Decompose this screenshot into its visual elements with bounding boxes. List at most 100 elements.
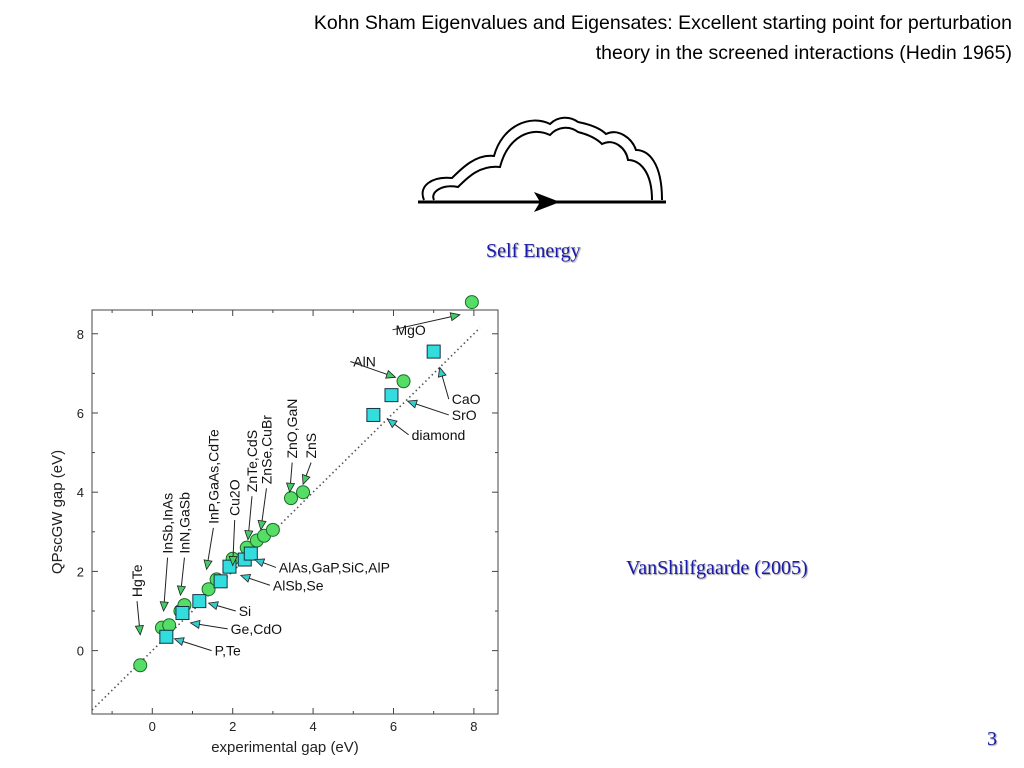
data-point-circle [296,485,311,500]
annotation-arrow-shaft [263,562,277,568]
data-point-circle [396,374,411,389]
annotation: AlSb,Se [239,574,324,593]
credit-label: VanShilfgaarde (2005) [626,557,808,579]
data-point-circle [464,295,479,310]
self-energy-label: Self Energy [486,240,581,262]
annotation: Si [207,601,251,619]
annotation: ZnO,GaN [284,399,300,494]
annotation-arrow-shaft [136,601,140,626]
annotation-arrowhead [203,559,213,571]
annotation-arrowhead [159,601,169,613]
identity-reference-line [91,327,481,711]
annotation-label: InSb,InAs [160,493,176,554]
annotation-label: Ge,CdO [231,621,282,637]
slide-title: Kohn Sham Eigenvalues and Eigensates: Ex… [12,8,1012,68]
annotation: Cu2O [227,479,243,567]
annotation-arrowhead [385,369,397,379]
data-point-circle [201,582,216,597]
data-point-square [175,606,190,620]
data-point-square [213,574,228,589]
annotation-arrow-shaft [207,527,214,561]
annotation-label: ZnS [303,433,319,459]
annotation-arrowhead [437,366,447,378]
annotation-arrow-shaft [199,623,228,630]
annotation-arrowhead [207,601,219,611]
annotation-arrowhead [173,637,185,647]
annotation: InP,GaAs,CdTe [203,429,221,571]
annotation: Ge,CdO [189,619,282,637]
data-point-square [366,407,381,422]
annotation-label: HgTe [129,564,145,597]
slide-number: 3 [987,728,997,750]
annotation-label: CaO [452,391,481,407]
annotation-arrow-shaft [248,496,253,531]
annotation: SrO [406,399,477,423]
annotation-arrowhead [189,619,201,629]
annotation-label: AlAs,GaP,SiC,AlP [279,559,390,575]
data-point-circle [265,522,280,537]
x-tick-label: 0 [149,719,156,734]
annotation-arrow-shaft [394,423,409,436]
annotation-arrowhead [449,312,461,322]
identity-line [91,327,481,711]
annotation: P,Te [173,637,241,659]
data-point-circle [283,491,298,506]
data-point-square [384,388,399,403]
data-point-square [243,546,258,561]
annotation-arrow-shaft [261,488,267,521]
annotation: ZnS [301,433,319,486]
axis-ticks: 0 2 4 6 8 0 2 4 6 8 [77,310,498,734]
annotation-arrowhead [253,558,266,568]
annotation-arrow-shaft [392,316,452,331]
y-tick-label: 2 [77,564,84,579]
annotation-arrowhead [239,574,252,583]
annotation-label: InN,GaSb [176,492,192,554]
annotation-arrow-shaft [232,519,236,557]
annotation: HgTe [129,564,145,636]
annotation-arrowhead [386,418,398,429]
annotation-arrowhead [176,585,187,597]
slide-title-line-1: Kohn Sham Eigenvalues and Eigensates: Ex… [313,12,1012,34]
y-axis-title: QPscGW gap (eV) [49,450,66,574]
propagator-arrow-icon [534,192,560,212]
annotation-arrowhead [406,399,418,409]
annotation-label: P,Te [215,643,241,659]
annotation-arrowhead [285,482,296,494]
annotation-arrow-shaft [441,375,450,400]
annotation-arrowhead [134,624,144,636]
gap-scatter-chart: 0 2 4 6 8 0 2 4 6 8 HgTe InSb,InAs InN,GaSb InP,GaAs… [49,295,499,756]
annotation-label: diamond [412,427,466,443]
annotation-label: ZnSe,CuBr [258,415,274,485]
self-energy-feynman-diagram [418,116,666,212]
annotation-arrow-shaft [249,577,271,586]
annotation-arrow-shaft [182,641,212,652]
data-point-square [192,594,207,609]
x-tick-label: 2 [229,719,236,734]
y-tick-label: 4 [77,485,84,500]
annotation: InN,GaSb [176,492,192,597]
x-axis-title: experimental gap (eV) [211,739,359,756]
annotation-label: InP,GaAs,CdTe [205,429,221,524]
annotation-label: ZnTe,CdS [244,430,260,492]
annotation-arrow-shaft [350,361,388,375]
annotation-arrowhead [301,473,311,486]
annotation-label: Si [239,603,251,619]
annotation-label: Cu2O [227,479,243,516]
annotation: InSb,InAs [159,493,176,613]
annotation-label: AlSb,Se [273,577,324,593]
annotation-arrow-shaft [305,462,312,477]
annotation-arrowhead [228,555,238,567]
x-tick-label: 8 [470,719,477,734]
y-tick-label: 8 [77,327,84,342]
annotation-label: MgO [395,322,425,338]
annotation: diamond [386,418,466,443]
annotation: MgO [392,312,461,338]
y-tick-label: 6 [77,406,84,421]
annotation-label: ZnO,GaN [284,399,300,459]
data-points [133,295,479,673]
data-point-square [426,344,441,359]
annotation: CaO [437,366,481,407]
data-point-circle [133,658,148,673]
axis-titles: experimental gap (eV) QPscGW gap (eV) [49,450,359,756]
